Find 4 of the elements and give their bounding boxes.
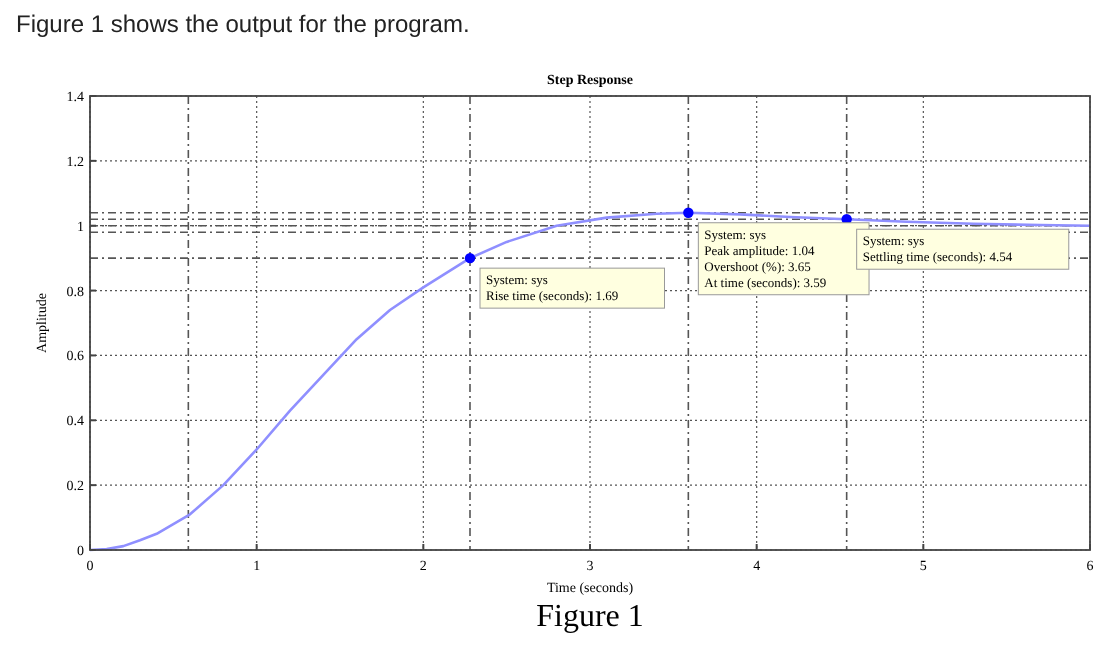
chart-subtitle: Figure 1 shows the output for the program. [16,10,470,38]
caption: Figure 1 [536,600,644,634]
point [464,252,476,264]
point [683,207,694,218]
